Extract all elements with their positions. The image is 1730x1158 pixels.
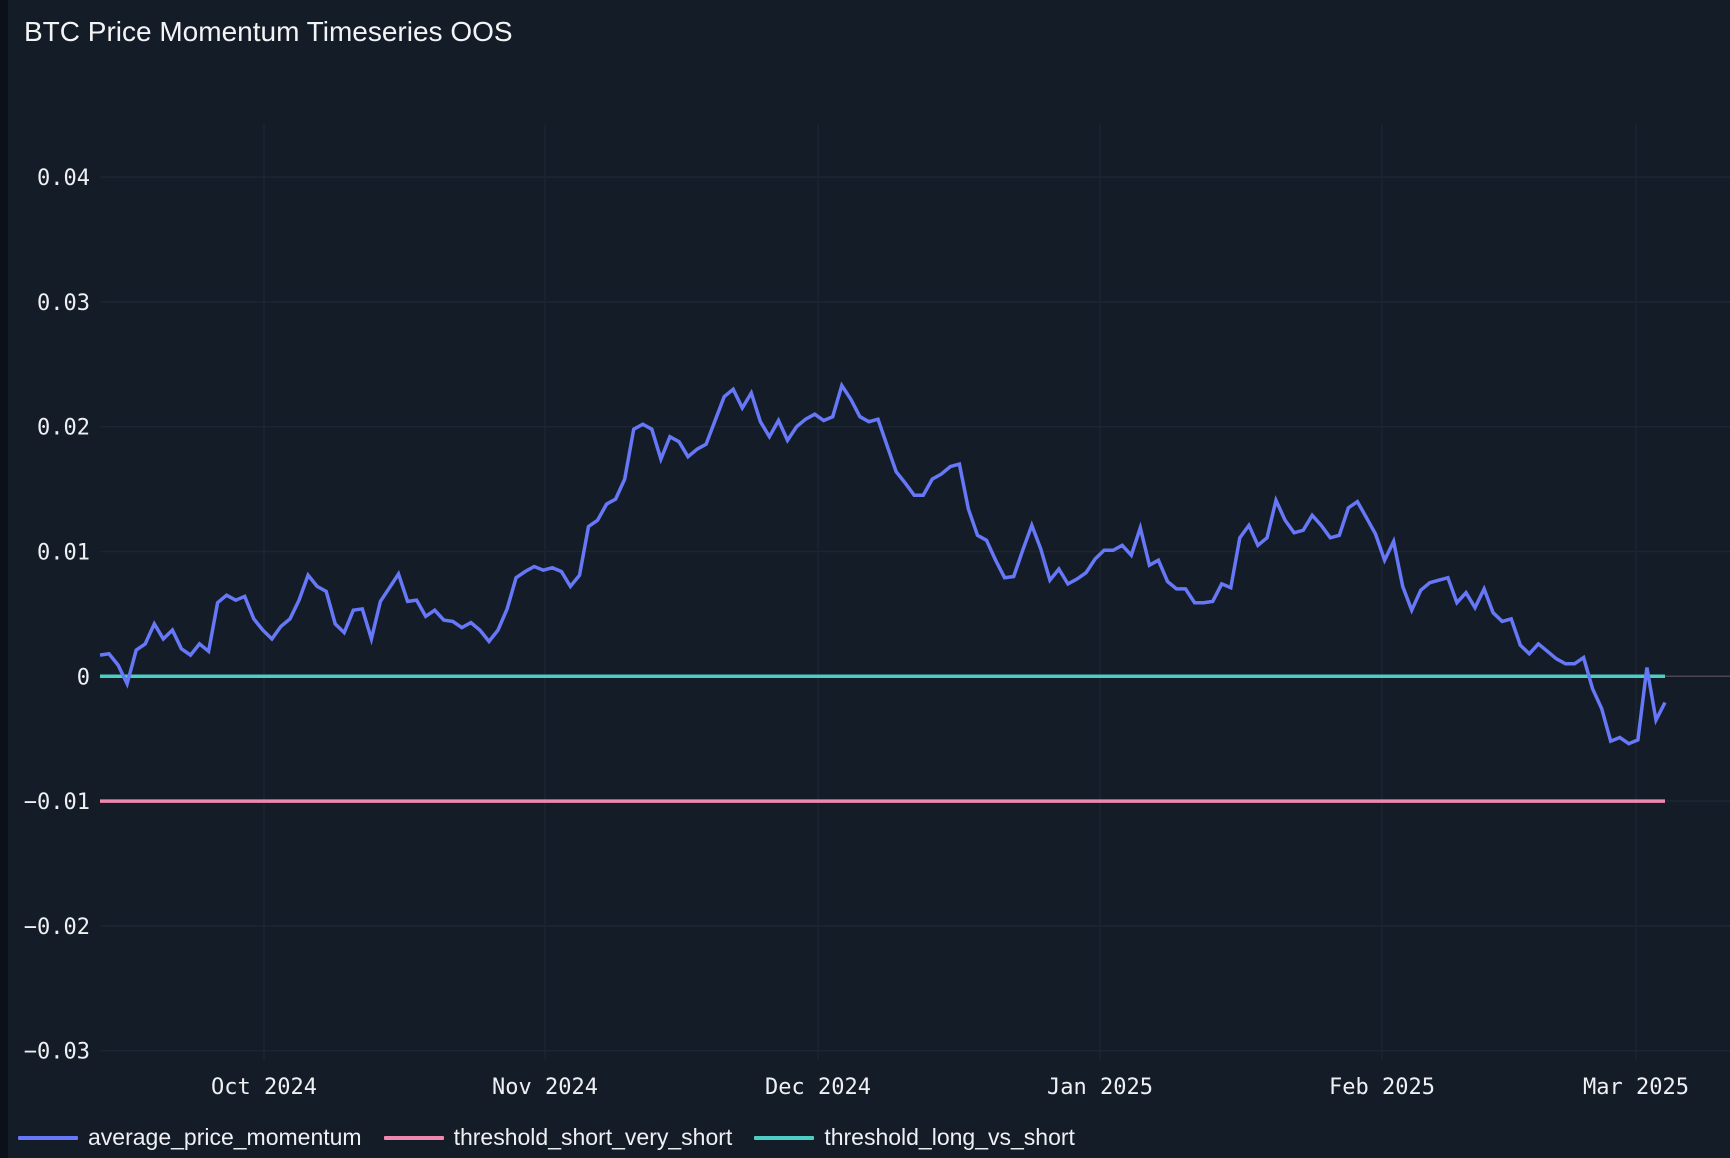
y-tick-label: −0.03 bbox=[24, 1040, 90, 1065]
y-tick-label: 0.04 bbox=[37, 166, 90, 191]
x-tick-label: Nov 2024 bbox=[492, 1075, 598, 1100]
legend-swatch-pink bbox=[383, 1135, 444, 1140]
x-tick-label: Dec 2024 bbox=[765, 1075, 871, 1100]
left-edge-stripe bbox=[0, 0, 8, 1158]
y-tick-label: 0 bbox=[77, 665, 90, 690]
y-tick-label: −0.02 bbox=[24, 915, 90, 940]
chart-title: BTC Price Momentum Timeseries OOS bbox=[24, 16, 513, 47]
legend-label: average_price_momentum bbox=[88, 1124, 362, 1150]
y-tick-label: −0.01 bbox=[24, 790, 90, 815]
y-tick-label: 0.01 bbox=[37, 541, 90, 566]
x-tick-label: Feb 2025 bbox=[1329, 1075, 1435, 1100]
y-tick-label: 0.02 bbox=[37, 416, 90, 441]
legend-label: threshold_short_very_short bbox=[453, 1124, 733, 1150]
gridlines bbox=[100, 124, 1730, 1060]
legend-label: threshold_long_vs_short bbox=[824, 1124, 1075, 1150]
x-tick-label: Mar 2025 bbox=[1583, 1075, 1689, 1100]
average-price-momentum-line[interactable] bbox=[99, 381, 1667, 746]
legend-item-average-price-momentum[interactable]: average_price_momentum bbox=[18, 1124, 362, 1151]
legend: average_price_momentum threshold_short_v… bbox=[18, 1124, 1097, 1151]
legend-item-threshold-short-very-short[interactable]: threshold_short_very_short bbox=[383, 1124, 733, 1151]
y-tick-label: 0.03 bbox=[37, 291, 90, 316]
x-tick-label: Oct 2024 bbox=[211, 1075, 317, 1100]
legend-swatch-teal bbox=[754, 1135, 815, 1140]
legend-swatch-blue bbox=[18, 1135, 78, 1140]
x-axis-ticks: Oct 2024 Nov 2024 Dec 2024 Jan 2025 Feb 2025… bbox=[211, 1075, 1689, 1100]
x-tick-label: Jan 2025 bbox=[1047, 1075, 1153, 1100]
y-axis-ticks: 0.04 0.03 0.02 0.01 0 −0.01 −0.02 −0.03 bbox=[24, 166, 90, 1065]
legend-item-threshold-long-vs-short[interactable]: threshold_long_vs_short bbox=[754, 1124, 1075, 1151]
